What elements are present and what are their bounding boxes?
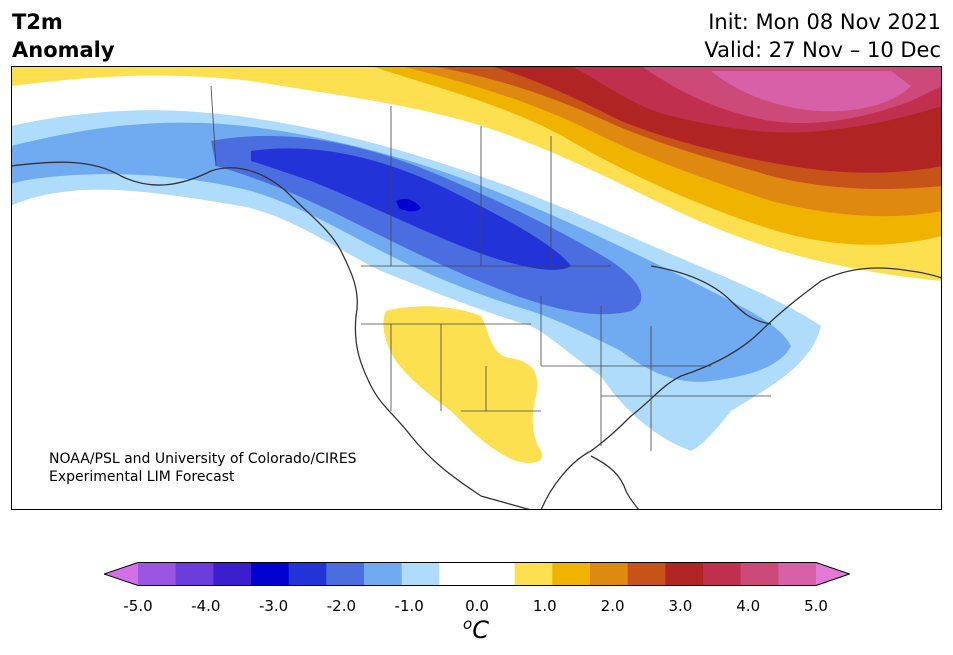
colorbar-segment <box>740 562 779 586</box>
colorbar-segment <box>590 562 629 586</box>
colorbar-segment <box>138 562 177 586</box>
colorbar-segment <box>401 562 440 586</box>
colorbar-segment <box>251 562 290 586</box>
colorbar-tick-label: 0.0 <box>465 597 489 615</box>
colorbar-tick-label: 4.0 <box>736 597 761 615</box>
colorbar <box>102 562 852 586</box>
warm-blob-southwest <box>383 306 543 463</box>
colorbar-extend-low <box>104 562 138 586</box>
colorbar-segment <box>439 562 478 586</box>
colorbar-tick-label: 1.0 <box>532 597 557 615</box>
cold-core <box>396 198 421 212</box>
init-date: Init: Mon 08 Nov 2021 <box>708 10 941 34</box>
variable-title-line2: Anomaly <box>12 38 115 62</box>
credit-line2: Experimental LIM Forecast <box>49 469 235 485</box>
colorbar-tick-label: 2.0 <box>600 597 625 615</box>
colorbar-tick-label: 3.0 <box>668 597 693 615</box>
colorbar-tick-label: -3.0 <box>258 597 289 615</box>
unit-letter: C <box>472 616 489 644</box>
unit-degree-symbol: o <box>463 615 473 633</box>
variable-title-line1: T2m <box>12 10 63 34</box>
colorbar-segment <box>477 562 516 586</box>
coastlines <box>11 161 942 510</box>
colorbar-segment <box>326 562 365 586</box>
colorbar-tick-label: 5.0 <box>804 597 828 615</box>
political-borders <box>210 85 771 451</box>
colorbar-outline <box>102 562 852 586</box>
colorbar-tick-label: -4.0 <box>191 597 221 615</box>
colorbar-segment <box>364 562 403 586</box>
colorbar-tick-label: -2.0 <box>326 597 357 615</box>
colorbar-tick-label: -5.0 <box>123 597 153 615</box>
colorbar-segment <box>665 562 704 586</box>
colorbar-tick-label: -1.0 <box>394 597 424 615</box>
colorbar-segment <box>703 562 742 586</box>
anomaly-map <box>11 66 942 510</box>
variable-title: T2m Anomaly <box>12 8 115 64</box>
cold-band-2 <box>11 122 791 382</box>
colorbar-segment <box>552 562 591 586</box>
colorbar-segment <box>175 562 214 586</box>
colorbar-segment <box>288 562 327 586</box>
colorbar-segment <box>514 562 553 586</box>
colorbar-segment <box>627 562 666 586</box>
colorbar-segment <box>213 562 252 586</box>
forecast-dates: Init: Mon 08 Nov 2021 Valid: 27 Nov – 10… <box>704 8 941 64</box>
colorbar-extend-high <box>816 562 850 586</box>
colorbar-segment <box>778 562 817 586</box>
valid-date: Valid: 27 Nov – 10 Dec <box>704 38 941 62</box>
warm-band-north-8 <box>711 71 911 112</box>
colorbar-unit: oC <box>463 615 489 644</box>
credit-line1: NOAA/PSL and University of Colorado/CIRE… <box>49 451 357 467</box>
credit-text: NOAA/PSL and University of Colorado/CIRE… <box>49 450 357 486</box>
map-border <box>11 66 942 510</box>
